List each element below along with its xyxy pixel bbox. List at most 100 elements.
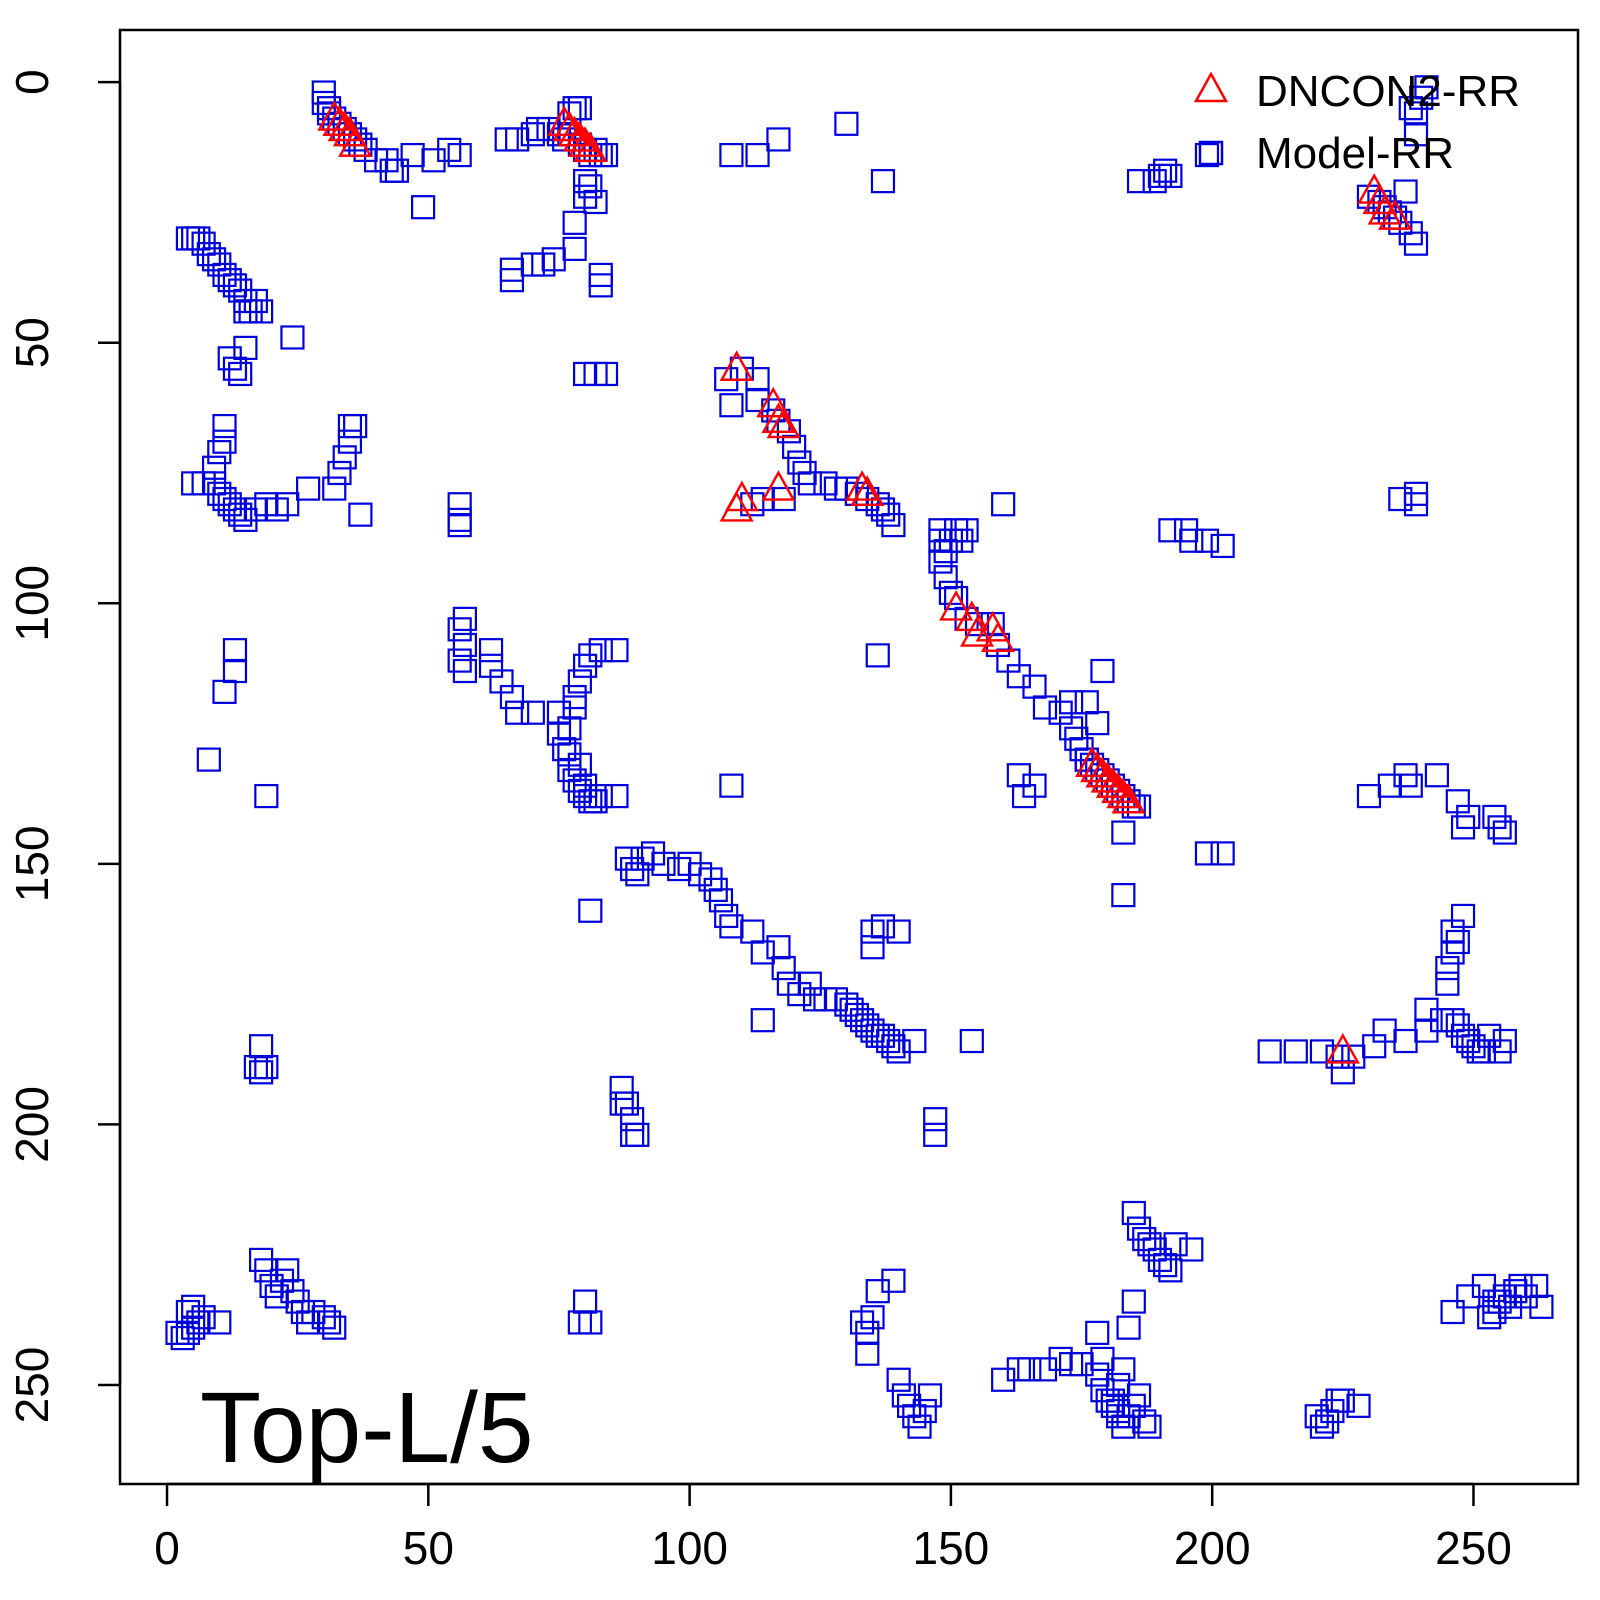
y-tick-label: 200 [6,1086,58,1163]
model-rr-point [567,669,592,694]
model-rr-point [855,1341,880,1366]
model-rr-point [520,700,545,725]
model-rr-point [620,1107,645,1132]
model-rr-point [907,1414,932,1439]
model-rr-point [719,773,744,798]
model-rr-point [1445,929,1470,955]
x-tick-label: 100 [651,1522,728,1574]
model-rr-point [604,783,629,809]
model-rr-point [959,1028,984,1054]
model-rr-point [614,1091,640,1116]
dncon2-rr-point [338,126,373,157]
model-rr-point [902,1028,927,1054]
model-rr-point [1330,1388,1355,1413]
model-rr-point [1524,1273,1549,1299]
model-rr-point [865,643,890,668]
model-rr-point [1403,492,1429,517]
model-rr-point [280,325,305,350]
y-tick-label: 50 [6,317,58,368]
model-rr-point [1106,1404,1131,1429]
model-rr-point [1403,231,1429,256]
legend-label-dncon2-rr: DNCON2-RR [1256,67,1520,116]
model-rr-point [1283,1039,1308,1064]
dncon2-rr-point [761,470,796,501]
model-rr-point [886,1367,911,1392]
model-rr-point [750,940,775,965]
dncon2-rr-point [761,402,796,434]
model-rr-point [248,1060,274,1085]
model-rr-point [588,273,613,298]
model-rr-point [1194,142,1220,168]
model-rr-point [181,1294,206,1319]
model-rr-point [562,210,587,235]
model-rr-point [1111,883,1136,908]
model-rr-point [923,1122,948,1147]
dncon2-rr-points [317,100,1413,1064]
model-rr-point [1403,101,1429,126]
dncon2-rr-point [845,470,880,501]
model-rr-point [348,502,373,527]
legend: DNCON2-RR Model-RR [1193,67,1520,178]
model-rr-point [567,752,592,777]
model-rr-point [207,1310,232,1335]
model-rr-point [1179,1237,1204,1262]
dncon2-rr-point [724,480,759,512]
model-rr-point [452,658,478,684]
model-rr-point [343,413,368,439]
model-rr-point [719,142,744,168]
model-rr-point [1257,1039,1282,1064]
model-rr-point [1440,1299,1465,1325]
model-rr-point [625,1122,650,1147]
model-rr-point [499,268,525,293]
dncon2-rr-point [568,126,603,157]
model-rr-point [886,919,911,944]
model-rr-point [750,1008,775,1033]
dncon2-rr-point [1106,777,1141,809]
model-rr-point [1424,763,1450,788]
model-rr-point [708,888,734,913]
model-rr-point [557,716,582,741]
model-rr-point [928,549,953,574]
model-rr-point [254,783,279,809]
model-rr-point [1393,179,1418,204]
model-rr-point [1163,1232,1188,1257]
model-rr-point [855,1320,880,1345]
model-rr-point [1194,841,1220,866]
model-rr-point [499,684,525,710]
model-rr-point [1126,1383,1152,1408]
dncon2-rr-point [939,590,974,621]
model-rr-point [1456,804,1481,830]
model-rr-point [275,1258,300,1283]
model-rr-points [165,75,1554,1439]
model-rr-point [1492,820,1517,845]
model-rr-point [1137,1414,1162,1439]
model-rr-point [447,617,472,642]
model-rr-point [275,492,300,517]
model-rr-point [228,502,253,527]
model-rr-point [1022,773,1047,798]
model-rr-point [604,638,629,663]
model-rr-point [1388,486,1413,512]
model-rr-point [191,471,216,496]
model-rr-point [316,1310,342,1335]
model-rr-point [991,492,1016,517]
model-rr-point [625,862,650,887]
model-rr-point [1032,695,1058,720]
model-rr-point [1121,1200,1146,1226]
model-rr-point [322,1315,347,1340]
model-rr-point [1487,815,1512,840]
model-rr-point [583,189,608,215]
plot-frame [118,28,1580,1486]
dncon2-rr-point [980,621,1015,652]
model-rr-point [1210,841,1235,866]
model-rr-point [766,127,791,152]
model-rr-point [1492,1028,1517,1054]
model-rr-point [870,914,896,939]
model-rr-point [447,512,472,538]
dncon2-rr-point [327,110,362,142]
model-rr-point [327,460,352,486]
model-rr-point [207,440,232,465]
model-rr-point [572,361,598,387]
model-rr-point [834,111,859,136]
model-rr-point [520,122,545,147]
